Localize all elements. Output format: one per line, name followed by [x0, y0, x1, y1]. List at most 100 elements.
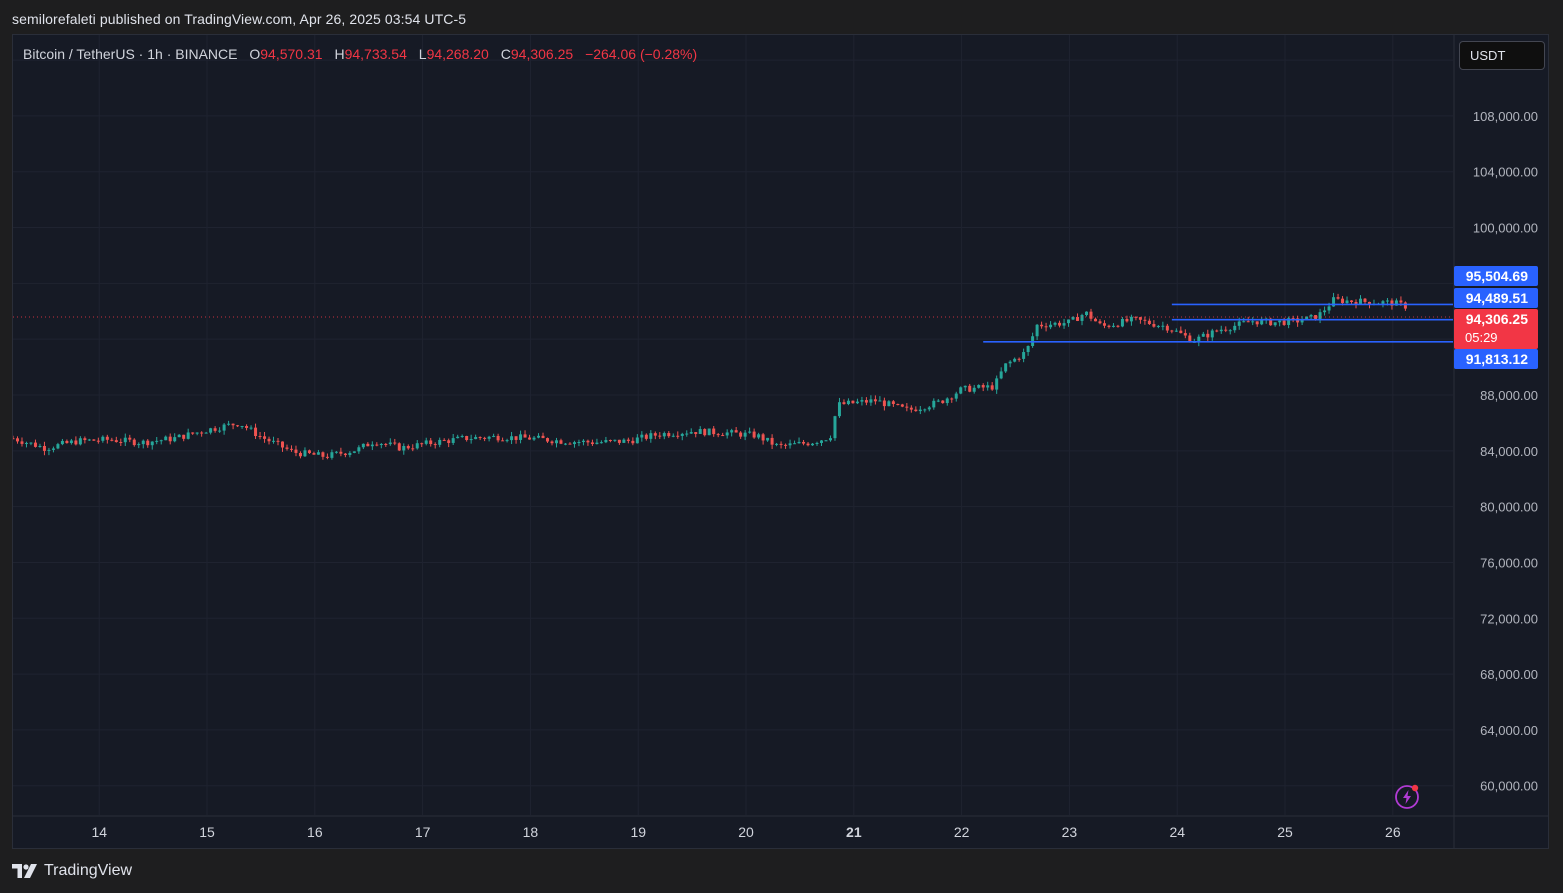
- candle-body: [649, 433, 653, 439]
- candle-body: [842, 402, 846, 405]
- candle-body: [802, 441, 806, 444]
- candle-body: [1125, 318, 1129, 322]
- candle-body: [51, 448, 55, 450]
- candle-body: [60, 440, 64, 445]
- candle-body: [581, 440, 585, 443]
- publisher-line: semilorefaleti published on TradingView.…: [12, 11, 467, 27]
- candle-body: [352, 451, 356, 453]
- candle-body: [896, 404, 900, 406]
- candle-body: [671, 435, 675, 437]
- candle-body: [1390, 300, 1394, 306]
- candle-body: [384, 443, 388, 445]
- candle-body: [29, 442, 33, 444]
- candle-body: [622, 439, 626, 443]
- y-tick-label: 80,000.00: [1480, 500, 1538, 515]
- candle-body: [923, 409, 927, 411]
- y-tick-label: 88,000.00: [1480, 388, 1538, 403]
- candle-body: [905, 406, 909, 408]
- candle-body: [65, 440, 69, 444]
- candle-body: [1394, 300, 1398, 306]
- currency-button[interactable]: USDT: [1459, 41, 1545, 70]
- candle-body: [640, 434, 644, 438]
- candle-body: [815, 442, 819, 444]
- candle-body: [887, 401, 891, 407]
- candle-body: [860, 400, 864, 402]
- candle-body: [164, 436, 168, 441]
- candle-body: [249, 427, 253, 429]
- candle-body: [685, 433, 689, 435]
- high-label: H: [334, 46, 345, 62]
- publisher-bar: semilorefaleti published on TradingView.…: [0, 0, 1563, 34]
- candle-body: [101, 436, 105, 441]
- candle-body: [294, 449, 298, 453]
- chart-pane[interactable]: 112,000.00108,000.00104,000.00100,000.00…: [12, 34, 1549, 849]
- candle-body: [159, 440, 163, 442]
- candle-body: [972, 387, 976, 392]
- candle-body: [411, 448, 415, 450]
- candle-body: [662, 433, 666, 437]
- candle-body: [258, 436, 262, 438]
- candle-body: [918, 409, 922, 412]
- x-tick-label: 25: [1277, 824, 1293, 840]
- candle-body: [496, 435, 500, 441]
- candle-body: [375, 444, 379, 446]
- candle-body: [968, 385, 972, 392]
- candle-body: [1327, 306, 1331, 311]
- y-tick-label: 72,000.00: [1480, 611, 1538, 626]
- candle-body: [1341, 298, 1345, 304]
- candle-body: [213, 428, 217, 431]
- candle-body: [1336, 297, 1340, 299]
- candle-body: [950, 398, 954, 400]
- candle-body: [1179, 330, 1183, 334]
- candle-body: [397, 443, 401, 451]
- candle-body: [236, 425, 240, 427]
- candle-body: [1161, 325, 1165, 327]
- symbol-description[interactable]: Bitcoin / TetherUS · 1h · BINANCE: [23, 46, 238, 62]
- candle-body: [820, 440, 823, 443]
- low-label: L: [418, 46, 427, 62]
- lightning-bolt-icon[interactable]: [1393, 783, 1421, 811]
- candle-body: [608, 440, 612, 442]
- candle-body: [788, 443, 792, 446]
- candle-body: [74, 440, 78, 445]
- level-tag-upper-text: 95,504.69: [1466, 268, 1528, 284]
- candle-body: [689, 432, 693, 434]
- candle-body: [541, 435, 545, 439]
- candle-body: [1040, 324, 1044, 327]
- candle-body: [1197, 336, 1201, 342]
- y-tick-label: 76,000.00: [1480, 555, 1538, 570]
- price-chart[interactable]: 112,000.00108,000.00104,000.00100,000.00…: [13, 35, 1549, 849]
- candle-body: [92, 439, 96, 441]
- candle-body: [604, 440, 608, 443]
- tradingview-brand[interactable]: TradingView: [12, 862, 132, 880]
- candle-body: [851, 400, 855, 404]
- candle-body: [402, 445, 406, 451]
- candle-body: [1004, 363, 1008, 372]
- candle-body: [505, 440, 509, 442]
- candle-body: [914, 409, 918, 412]
- candle-body: [537, 435, 541, 438]
- candle-body: [559, 440, 563, 444]
- level-tag-resistance: [1454, 288, 1538, 308]
- candle-body: [1143, 319, 1147, 321]
- candle-body: [1183, 333, 1187, 336]
- candle-body: [119, 442, 123, 444]
- candle-body: [245, 426, 249, 428]
- candle-body: [1403, 302, 1407, 309]
- candle-body: [110, 439, 114, 441]
- candle-body: [546, 438, 550, 442]
- candle-body: [828, 438, 832, 441]
- candle-body: [429, 440, 433, 445]
- candle-body: [361, 443, 365, 448]
- candle-body: [330, 452, 334, 458]
- x-tick-label: 23: [1062, 824, 1078, 840]
- open-value: 94,570.31: [260, 46, 323, 62]
- candle-body: [1269, 318, 1273, 326]
- candle-body: [739, 432, 743, 437]
- candle-body: [465, 436, 469, 441]
- candle-body: [806, 443, 810, 446]
- candle-body: [173, 437, 177, 442]
- candle-body: [105, 436, 109, 440]
- candle-body: [698, 429, 702, 434]
- x-tick-label: 20: [738, 824, 754, 840]
